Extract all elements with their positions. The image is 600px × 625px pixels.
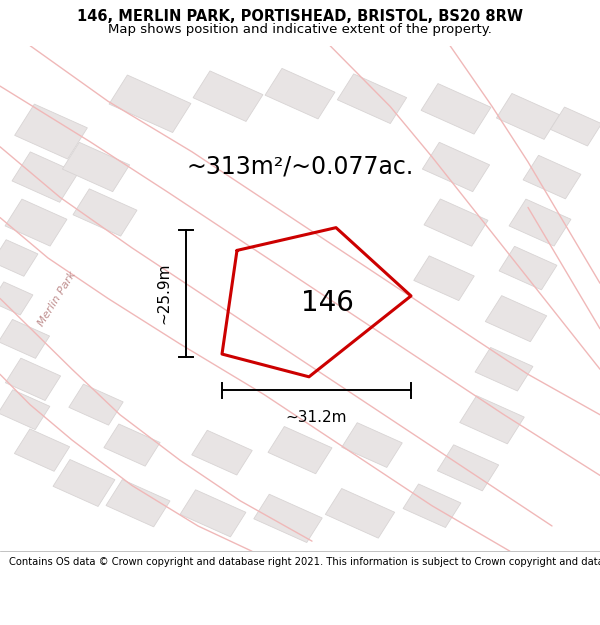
Polygon shape xyxy=(12,152,78,202)
Polygon shape xyxy=(0,390,50,429)
Polygon shape xyxy=(342,422,402,468)
Text: ~313m²/~0.077ac.: ~313m²/~0.077ac. xyxy=(187,155,413,179)
Polygon shape xyxy=(496,94,560,139)
Polygon shape xyxy=(14,429,70,471)
Polygon shape xyxy=(424,199,488,246)
Text: Merlin Park: Merlin Park xyxy=(36,269,78,328)
Polygon shape xyxy=(268,426,332,474)
Polygon shape xyxy=(325,489,395,538)
Polygon shape xyxy=(265,68,335,119)
Polygon shape xyxy=(69,384,123,425)
Polygon shape xyxy=(106,479,170,527)
Polygon shape xyxy=(104,424,160,466)
Text: ~31.2m: ~31.2m xyxy=(286,409,347,424)
Polygon shape xyxy=(0,282,33,315)
Polygon shape xyxy=(414,256,474,301)
Polygon shape xyxy=(523,156,581,199)
Text: Contains OS data © Crown copyright and database right 2021. This information is : Contains OS data © Crown copyright and d… xyxy=(9,557,600,567)
Polygon shape xyxy=(192,430,252,475)
Polygon shape xyxy=(193,71,263,121)
Polygon shape xyxy=(550,107,600,146)
Polygon shape xyxy=(403,484,461,528)
Polygon shape xyxy=(62,142,130,192)
Polygon shape xyxy=(499,246,557,290)
Polygon shape xyxy=(0,319,50,358)
Polygon shape xyxy=(475,348,533,391)
Polygon shape xyxy=(421,84,491,134)
Polygon shape xyxy=(53,459,115,506)
Polygon shape xyxy=(14,104,88,159)
Text: 146, MERLIN PARK, PORTISHEAD, BRISTOL, BS20 8RW: 146, MERLIN PARK, PORTISHEAD, BRISTOL, B… xyxy=(77,9,523,24)
Polygon shape xyxy=(5,358,61,401)
Polygon shape xyxy=(460,396,524,444)
Text: ~25.9m: ~25.9m xyxy=(156,262,171,324)
Polygon shape xyxy=(180,490,246,537)
Polygon shape xyxy=(254,494,322,542)
Polygon shape xyxy=(509,199,571,246)
Polygon shape xyxy=(0,240,38,276)
Polygon shape xyxy=(73,189,137,236)
Polygon shape xyxy=(422,142,490,192)
Polygon shape xyxy=(485,296,547,342)
Text: 146: 146 xyxy=(301,289,353,318)
Polygon shape xyxy=(337,74,407,124)
Polygon shape xyxy=(437,445,499,491)
Polygon shape xyxy=(5,199,67,246)
Polygon shape xyxy=(109,75,191,132)
Text: Map shows position and indicative extent of the property.: Map shows position and indicative extent… xyxy=(108,22,492,36)
